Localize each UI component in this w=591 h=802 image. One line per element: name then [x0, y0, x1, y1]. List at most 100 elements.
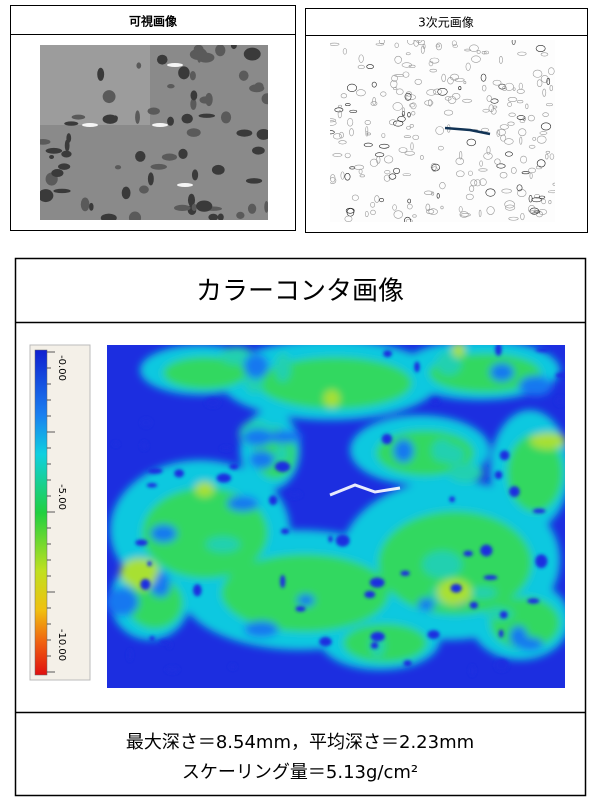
stone	[53, 189, 70, 193]
stone	[167, 84, 175, 88]
stone	[254, 82, 263, 89]
stone	[49, 155, 54, 159]
stone	[178, 66, 189, 79]
blob	[530, 433, 567, 449]
stone	[97, 68, 104, 81]
stone	[252, 147, 265, 155]
stone	[182, 114, 193, 124]
stone	[139, 186, 149, 194]
stone	[192, 204, 197, 211]
stone	[61, 151, 71, 158]
hole	[484, 575, 498, 580]
hole	[275, 461, 290, 472]
stone	[212, 165, 225, 175]
hole	[229, 463, 238, 469]
stone	[208, 214, 218, 221]
stone	[218, 213, 224, 220]
hole	[535, 554, 547, 568]
stone	[157, 55, 168, 65]
stone	[264, 201, 268, 213]
blob	[343, 624, 427, 663]
stone	[136, 62, 141, 68]
stone	[135, 151, 145, 162]
hole	[217, 473, 232, 482]
hole	[140, 418, 152, 428]
hole	[494, 659, 508, 672]
blob	[297, 594, 314, 606]
stone	[167, 117, 174, 126]
highlight	[82, 123, 98, 127]
stone	[236, 129, 252, 136]
highlight	[177, 183, 193, 187]
hole	[220, 446, 232, 451]
stone	[174, 205, 191, 211]
blob	[448, 464, 484, 483]
stone	[244, 48, 261, 61]
blob	[275, 445, 288, 463]
stone	[122, 187, 131, 200]
hole	[480, 545, 492, 557]
hole	[150, 636, 155, 641]
stone	[72, 115, 86, 120]
blob	[510, 626, 528, 647]
figure: 可視画像 3次元画像 カラーコンタ画像 -0.00 -5.00 -10.00 最…	[0, 0, 591, 798]
blob	[519, 376, 553, 396]
blob	[120, 558, 159, 588]
stone	[239, 70, 249, 80]
blob	[393, 439, 413, 462]
hole	[414, 362, 420, 373]
hole	[463, 551, 473, 557]
colorbar	[35, 350, 47, 675]
hole	[500, 611, 508, 619]
hole	[127, 649, 132, 661]
hole	[159, 640, 170, 644]
hole	[147, 483, 158, 487]
visible-image	[36, 42, 273, 224]
blob	[244, 621, 278, 637]
stone	[115, 165, 121, 169]
stone	[221, 111, 231, 123]
hole	[382, 434, 393, 444]
colorbar-label: -5.00	[56, 484, 67, 510]
hole	[364, 591, 375, 598]
stone	[46, 148, 62, 154]
colorbar-label: -10.00	[56, 629, 67, 661]
hole	[533, 509, 546, 514]
panel-title: 可視画像	[129, 14, 178, 29]
stone	[148, 172, 154, 185]
blob	[243, 429, 273, 446]
hole	[431, 398, 440, 404]
hole	[193, 584, 202, 596]
hole	[495, 343, 502, 356]
hole	[470, 602, 478, 609]
hole	[140, 441, 148, 451]
stone	[103, 90, 116, 103]
panel-title: 3次元画像	[418, 16, 474, 30]
stone	[89, 203, 93, 211]
blob	[324, 390, 340, 407]
stone	[187, 128, 201, 137]
blob	[484, 608, 513, 620]
hole	[281, 528, 290, 534]
hole	[147, 561, 151, 566]
hole	[500, 450, 510, 460]
contour-image	[106, 340, 572, 688]
blob	[206, 537, 240, 553]
highlight	[152, 123, 168, 127]
blob	[469, 587, 497, 599]
hole	[319, 637, 332, 647]
3d-image	[326, 38, 558, 225]
blob	[227, 496, 259, 511]
stone	[65, 139, 70, 151]
colorbar-label: -0.00	[56, 355, 67, 381]
hole	[383, 350, 392, 357]
result-line: 最大深さ＝8.54mm，平均深さ＝2.23mm	[126, 732, 474, 753]
stone	[246, 178, 262, 184]
hole	[140, 579, 150, 590]
blob	[441, 445, 465, 464]
stone	[58, 163, 70, 169]
hole	[469, 665, 476, 676]
blob	[244, 353, 269, 378]
hole	[165, 666, 179, 674]
hole	[336, 534, 350, 546]
